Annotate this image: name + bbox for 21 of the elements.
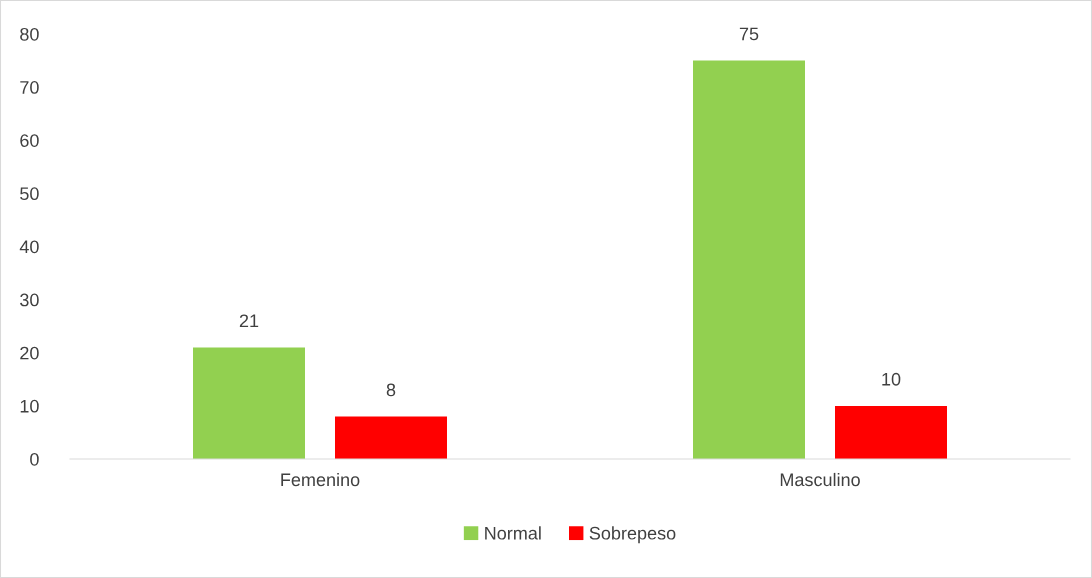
y-tick-label: 40 <box>19 240 39 254</box>
data-label: 21 <box>239 314 259 328</box>
y-tick-label: 10 <box>20 399 39 413</box>
y-tick-label: 0 <box>30 452 39 466</box>
x-tick-label: Masculino <box>780 472 860 487</box>
y-tick-label: 30 <box>20 293 39 307</box>
bar <box>835 405 947 459</box>
y-tick-label: 80 <box>20 27 39 41</box>
data-label: 8 <box>386 383 396 397</box>
data-label: 10 <box>882 372 901 386</box>
bar <box>193 347 305 459</box>
bar <box>335 416 447 459</box>
legend-label: Normal <box>485 526 541 540</box>
y-tick-label: 60 <box>20 134 39 147</box>
y-tick-label: 50 <box>20 187 39 201</box>
y-tick-label: 70 <box>20 81 39 94</box>
legend-label: Sobrepeso <box>589 526 676 544</box>
x-tick-label: Femenino <box>281 472 360 487</box>
y-tick-label: 20 <box>20 346 39 360</box>
bar <box>693 60 805 459</box>
data-label: 75 <box>739 27 759 41</box>
